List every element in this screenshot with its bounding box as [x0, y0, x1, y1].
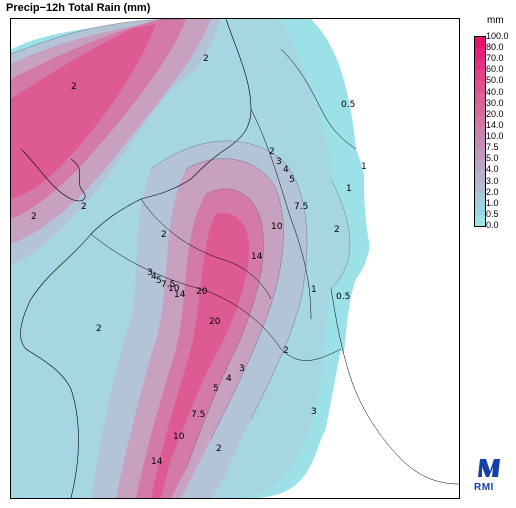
legend-swatch [475, 70, 485, 82]
rain-uk-20 [11, 24, 156, 199]
legend-swatch [475, 125, 485, 138]
legend-unit: mm [487, 15, 504, 26]
legend-label: 7.5 [486, 142, 499, 153]
legend-swatch [475, 137, 485, 149]
legend-label: 40.0 [486, 86, 504, 97]
contour-label: 7.5 [161, 280, 175, 290]
legend-swatch [475, 48, 485, 60]
legend-label: 4.0 [486, 164, 499, 175]
legend-label: 0.5 [486, 208, 499, 219]
precipitation-map: 2 2 2 2 2 2 2 3 4 5 7.5 10 14 20 20 14 1… [10, 18, 460, 499]
legend-label: 50.0 [486, 75, 504, 86]
dry-southeast [311, 349, 459, 498]
legend-label: 14.0 [486, 119, 504, 130]
legend-swatch [475, 92, 485, 105]
legend-label: 80.0 [486, 42, 504, 53]
legend-swatch [475, 192, 485, 205]
contour-line [185, 158, 284, 440]
legend-label: 0.0 [486, 220, 499, 230]
coastline-north [280, 48, 357, 150]
contour-label: 14 [174, 290, 186, 300]
contour-label: 0.5 [336, 292, 350, 302]
legend-label: 1.0 [486, 197, 499, 208]
legend-label: 100.0 [486, 31, 509, 41]
border-germany [250, 108, 312, 320]
legend-swatch [475, 59, 485, 71]
contour-label: 2 [203, 54, 209, 64]
legend-swatch [475, 203, 485, 216]
contour-label: 4 [283, 165, 289, 175]
legend-label: 70.0 [486, 53, 504, 64]
contour-line [330, 178, 351, 290]
contour-label: 3 [311, 407, 317, 417]
border-belgium [140, 198, 272, 300]
contour-label: 2 [71, 82, 77, 92]
contour-label: 5 [213, 384, 219, 394]
rmi-logo [476, 457, 510, 497]
contour-label: 2 [283, 346, 289, 356]
logo-text: RMI [474, 482, 494, 493]
border-east [330, 288, 459, 485]
contour-label: 2 [334, 225, 340, 235]
contour-label: 20 [196, 287, 208, 297]
color-legend [474, 36, 486, 227]
map-svg: 2 2 2 2 2 2 2 3 4 5 7.5 10 14 20 20 14 1… [11, 19, 459, 498]
legend-label: 10.0 [486, 131, 504, 142]
coastline-continent [20, 19, 252, 498]
legend-label: 2.0 [486, 186, 499, 197]
legend-swatch [475, 170, 485, 183]
coastline-uk [20, 148, 86, 202]
border-france [90, 233, 342, 361]
dry-east [364, 19, 459, 349]
chart-title: Precip−12h Total Rain (mm) [6, 2, 151, 14]
contour-label: 3 [239, 364, 245, 374]
contour-label: 5 [289, 175, 295, 185]
legend-swatch [475, 159, 485, 171]
contour-line [185, 188, 264, 470]
contour-label: 14 [151, 457, 163, 467]
legend-swatch [475, 214, 485, 227]
contour-label: 2 [81, 202, 87, 212]
contour-label: 1 [361, 162, 367, 172]
legend-swatch [475, 103, 485, 116]
contour-label: 7.5 [191, 410, 205, 420]
contour-label: 14 [251, 252, 263, 262]
legend-swatch [475, 181, 485, 194]
contour-label: 0.5 [341, 100, 355, 110]
contour-label: 20 [209, 317, 221, 327]
contour-label: 10 [168, 284, 180, 294]
contour-label: 3 [276, 157, 282, 167]
contour-label: 1 [346, 184, 352, 194]
contour-label: 3 [147, 268, 153, 278]
contour-label: 5 [156, 276, 162, 286]
contour-label: 2 [216, 444, 222, 454]
legend-label: 60.0 [486, 64, 504, 75]
legend-swatch [475, 148, 485, 160]
contour-label: 4 [151, 272, 157, 282]
contour-label: 2 [161, 230, 167, 240]
contour-label: 2 [31, 212, 37, 222]
legend-swatch [475, 81, 485, 94]
contour-labels: 2 2 2 2 2 2 2 3 4 5 7.5 10 14 20 20 14 1… [31, 54, 367, 467]
contour-line [11, 19, 182, 55]
legend-label: 20.0 [486, 108, 504, 119]
contour-label: 2 [96, 324, 102, 334]
contour-line [150, 140, 308, 420]
iceland-corner [11, 19, 51, 49]
contour-label: 4 [226, 374, 232, 384]
contour-label: 10 [173, 432, 185, 442]
contour-label: 2 [269, 147, 275, 157]
legend-swatch [475, 114, 485, 127]
contour-label: 7.5 [294, 202, 308, 212]
legend-swatch [475, 37, 485, 49]
legend-label: 30.0 [486, 97, 504, 108]
contour-label: 10 [271, 222, 283, 232]
legend-label: 3.0 [486, 175, 499, 186]
contour-label: 1 [311, 285, 317, 295]
legend-label: 5.0 [486, 153, 499, 164]
rain-20-band [151, 213, 250, 498]
